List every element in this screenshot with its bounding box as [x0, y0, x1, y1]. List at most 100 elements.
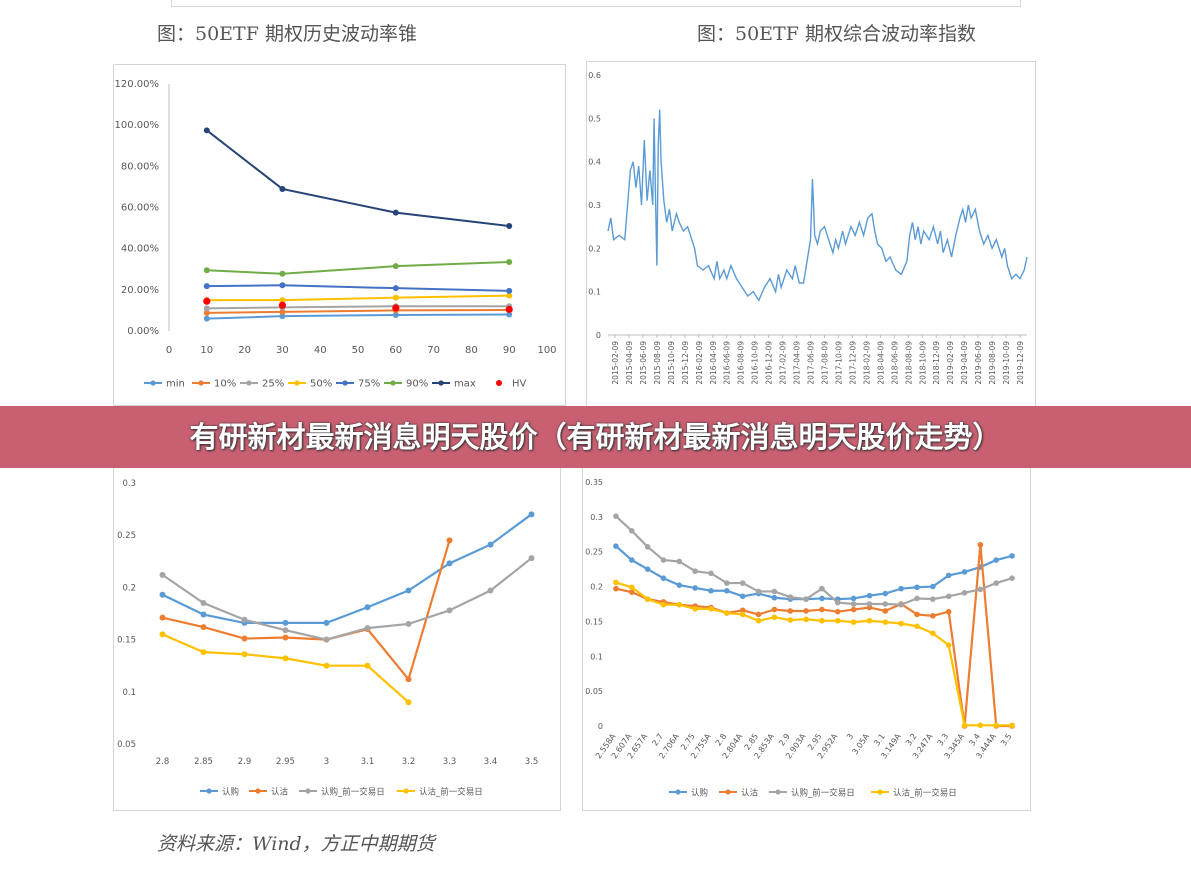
data-point-1 — [755, 611, 762, 618]
y-tick-label: 80.00% — [121, 161, 159, 172]
y-tick-label: 0.1 — [122, 688, 136, 698]
data-point-5 — [203, 267, 210, 274]
chart1-title: 图：50ETF 期权历史波动率锥 — [157, 23, 417, 45]
data-point-2 — [282, 627, 289, 634]
y-tick-label: 120.00% — [115, 79, 160, 90]
data-point-2 — [882, 601, 889, 607]
data-point-0 — [993, 557, 1000, 563]
data-point-1 — [739, 607, 746, 614]
x-tick-label: 2015-08-09 — [653, 341, 662, 385]
data-point-3 — [866, 617, 873, 624]
y-tick-label: 0.2 — [122, 583, 136, 593]
data-point-0 — [392, 311, 399, 318]
data-point-0 — [203, 315, 210, 322]
x-tick-label: 3.2 — [402, 757, 416, 767]
x-tick-label: 2019-02-09 — [946, 341, 955, 385]
legend-marker — [438, 380, 444, 386]
legend-marker — [342, 380, 348, 386]
legend-entry: 25% — [262, 379, 284, 390]
data-point-3 — [405, 699, 412, 706]
headline-text: 有研新材最新消息明天股价（有研新材最新消息明天股价走势） — [189, 420, 1002, 454]
x-tick-label: 2019-08-09 — [988, 341, 997, 385]
x-tick-label: 3 — [324, 757, 329, 767]
data-point-0 — [771, 594, 778, 601]
data-point-0 — [708, 587, 714, 594]
series-line-3 — [206, 294, 510, 302]
data-point-3 — [977, 722, 984, 729]
x-tick-label: 2015-06-09 — [639, 341, 648, 385]
x-tick-label: 30 — [276, 345, 289, 356]
data-point-1 — [945, 608, 952, 615]
upper-figure-frame — [171, 0, 1021, 7]
x-tick-label: 2.8 — [156, 757, 170, 767]
data-point-3 — [1009, 722, 1015, 729]
y-tick-label: 60.00% — [121, 203, 159, 214]
data-point-2 — [755, 588, 762, 595]
legend-marker — [305, 788, 311, 794]
data-point-0 — [528, 511, 535, 518]
data-point-2 — [1009, 575, 1015, 582]
data-point-0 — [282, 619, 289, 626]
data-point-1 — [405, 676, 412, 683]
data-point-0 — [676, 582, 683, 588]
data-point-2 — [898, 601, 904, 608]
y-tick-label: 0.15 — [585, 617, 603, 626]
data-point-0 — [850, 595, 857, 602]
x-tick-label: 2018-02-09 — [862, 341, 871, 385]
x-tick-label: 2017-02-09 — [779, 341, 788, 385]
data-point-0 — [506, 311, 513, 318]
x-tick-label: 2015-04-09 — [625, 341, 634, 385]
legend-entry: 90% — [406, 379, 428, 390]
y-tick-label: 0 — [598, 722, 603, 731]
legend-entry: HV — [512, 379, 527, 390]
legend-marker — [390, 380, 396, 386]
legend-entry: 认购 — [222, 787, 239, 798]
x-tick-label: 2.85 — [194, 757, 213, 767]
data-point-0 — [882, 590, 889, 597]
x-tick-label: 2017-12-09 — [848, 341, 857, 385]
data-point-4 — [203, 283, 210, 290]
legend-marker — [496, 380, 502, 386]
hv-cone-chart: 0.00% 20.00% 40.00% 60.00% 80.00% 100.00% 120.… — [115, 79, 557, 390]
data-point-2 — [708, 570, 714, 577]
x-tick-label: 2017-06-09 — [807, 341, 816, 385]
legend-entry: 认购_前一交易日 — [321, 787, 385, 798]
data-point-2 — [676, 558, 683, 565]
legend-marker — [206, 788, 212, 794]
data-point-3 — [914, 623, 920, 630]
data-point-3 — [739, 611, 746, 618]
y-tick-label: 0.5 — [588, 114, 601, 123]
y-tick-label: 0.25 — [117, 531, 136, 541]
data-point-3 — [708, 606, 714, 612]
data-point-1 — [279, 308, 286, 315]
data-point-2 — [446, 607, 453, 614]
y-tick-label: 0.00% — [127, 326, 159, 337]
x-tick-label: 3.1 — [361, 757, 375, 767]
legend-entry: 50% — [310, 379, 332, 390]
data-point-3 — [660, 601, 667, 608]
x-tick-label: 2016-04-09 — [709, 341, 718, 385]
legend-marker — [725, 789, 731, 795]
x-tick-label: 2.8 — [714, 732, 729, 748]
x-tick-label: 2018-06-09 — [890, 341, 899, 385]
series-line-3 — [615, 581, 1013, 727]
data-point-3 — [993, 722, 1000, 729]
data-point-1 — [200, 624, 207, 631]
data-point-3 — [819, 617, 825, 624]
x-tick-label: 2015-10-09 — [667, 341, 676, 385]
data-point-2 — [628, 528, 635, 534]
y-tick-label: 0.05 — [585, 687, 603, 696]
y-tick-label: 0.3 — [588, 201, 601, 210]
legend-marker — [198, 380, 204, 386]
x-tick-label: 40 — [314, 345, 327, 356]
smile-chart-left: 0.05 0.1 0.15 0.2 0.25 0.3 2.8 2.85 2.9 2.95 3 3.1 3… — [117, 479, 538, 798]
legend-marker — [246, 380, 252, 386]
x-tick-label: 2.7 — [650, 732, 665, 748]
x-tick-label: 2019-12-09 — [1016, 341, 1025, 385]
vix-chart-panel: 0 0.1 0.2 0.3 0.4 0.5 0.6 2015-02-09 2015-04-09 2… — [586, 61, 1036, 408]
x-tick-label: 2019-04-09 — [960, 341, 969, 385]
y-tick-label: 0.1 — [588, 288, 601, 297]
x-tick-label: 0 — [166, 345, 172, 356]
data-point-1 — [203, 309, 210, 316]
x-tick-label: 3.3 — [443, 757, 457, 767]
